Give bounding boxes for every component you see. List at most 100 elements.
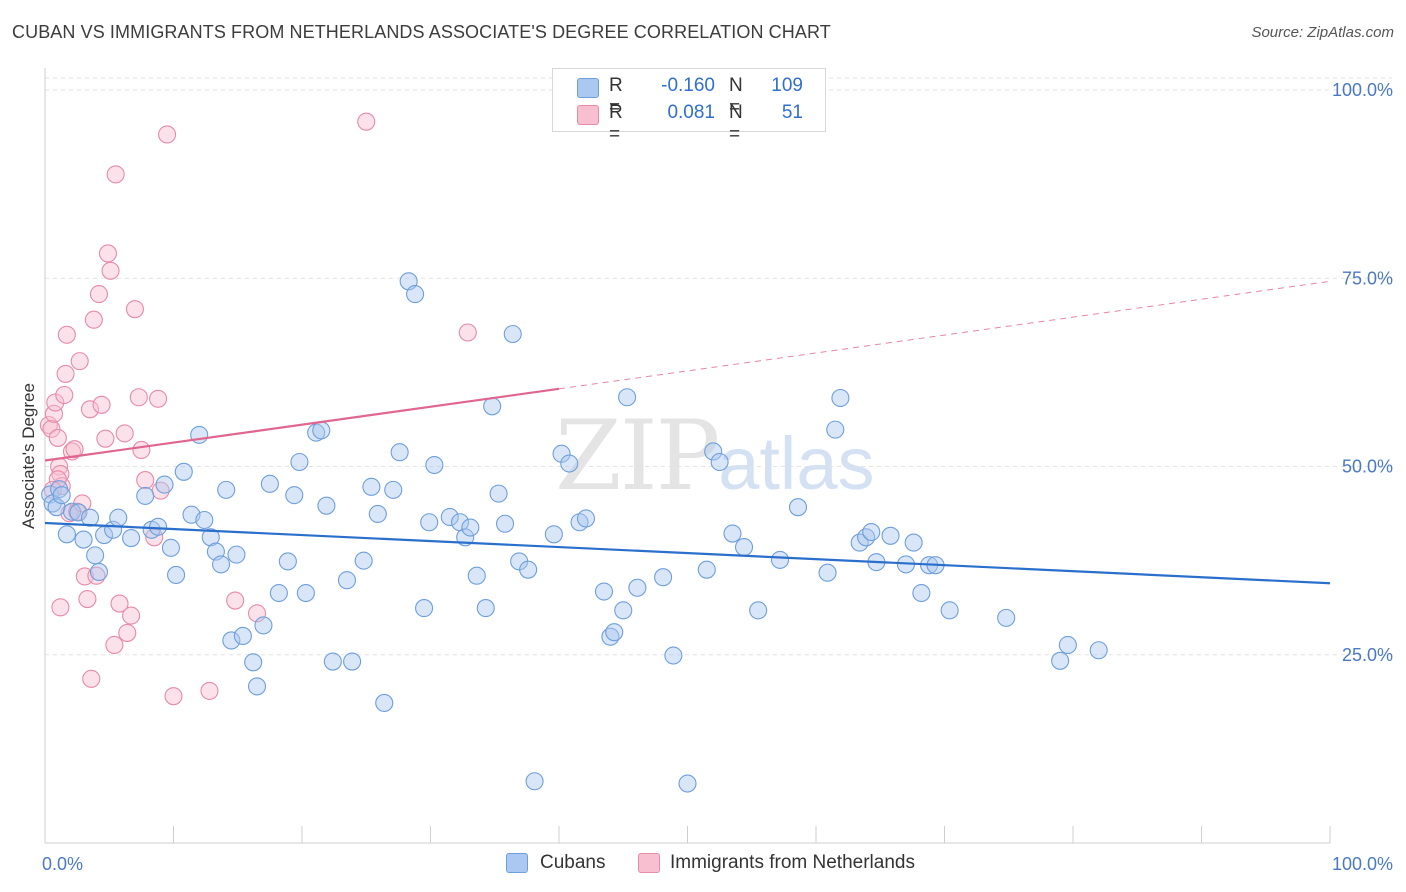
legend-n-label: N =	[729, 75, 743, 118]
data-point	[211, 555, 231, 574]
data-point	[461, 518, 480, 537]
data-point	[269, 583, 288, 603]
legend-r-value: 0.081	[667, 102, 715, 123]
data-point	[317, 496, 336, 515]
data-point	[57, 325, 76, 344]
data-point	[997, 608, 1016, 627]
y-tick-label: 50.0%	[1342, 457, 1393, 477]
data-point	[106, 165, 125, 184]
data-point	[1089, 641, 1108, 660]
legend-swatch-netherlands	[577, 105, 599, 125]
data-point	[69, 503, 88, 522]
data-point	[89, 562, 109, 581]
data-point	[489, 484, 508, 503]
data-point	[425, 455, 444, 475]
data-point	[415, 599, 434, 618]
data-point	[136, 471, 155, 490]
data-point	[247, 677, 267, 696]
data-point	[118, 623, 137, 642]
data-point	[1058, 635, 1077, 655]
watermark-zip: ZIP	[555, 400, 720, 512]
data-point	[605, 623, 624, 642]
data-point	[136, 486, 155, 505]
data-point	[98, 244, 118, 263]
trend-line-netherlands-extension	[558, 280, 1331, 390]
data-point	[614, 601, 633, 620]
tick-labels: 25.0% 50.0% 75.0% 100.0% 0.0% 100.0%	[42, 80, 1393, 874]
data-point	[226, 591, 245, 610]
data-point	[704, 442, 723, 461]
legend-n-value: 109	[771, 75, 803, 96]
data-point	[357, 112, 376, 131]
data-point	[818, 563, 837, 582]
data-point	[80, 400, 100, 419]
data-point	[65, 440, 84, 459]
data-point	[390, 443, 409, 462]
legend-n-value: 51	[781, 102, 803, 123]
data-point	[70, 352, 89, 371]
data-point	[940, 601, 959, 620]
data-point	[881, 526, 900, 545]
legend-r-value: -0.160	[661, 75, 715, 96]
bottom-legend-label-netherlands: Immigrants from Netherlands	[670, 852, 915, 873]
data-point	[82, 669, 101, 688]
data-point	[195, 510, 214, 530]
data-point	[86, 546, 105, 565]
bottom-legend-label-cubans: Cubans	[540, 852, 606, 873]
legend-swatch-cubans	[577, 78, 599, 98]
y-tick-label: 25.0%	[1342, 645, 1393, 665]
data-point	[96, 429, 115, 448]
data-point	[227, 545, 246, 564]
legend-r-label: R =	[609, 102, 623, 145]
data-point	[362, 477, 381, 496]
data-point	[476, 599, 495, 618]
source-credit: Source: ZipAtlas.com	[1251, 24, 1394, 41]
trend-line-cubans	[44, 521, 1331, 585]
data-point	[78, 589, 97, 609]
x-tick-label: 0.0%	[42, 854, 83, 874]
data-point	[42, 419, 61, 438]
data-point	[503, 324, 522, 344]
data-point	[285, 486, 304, 505]
data-point	[458, 323, 477, 342]
data-point	[710, 452, 729, 472]
bottom-legend-swatch-cubans	[506, 853, 528, 873]
data-point	[467, 566, 486, 585]
data-point	[826, 420, 845, 439]
data-point	[164, 687, 183, 706]
y-axis-label: Associate's Degree	[19, 383, 38, 529]
stats-legend: R = -0.160 N = 109 R = 0.081 N = 51	[552, 68, 826, 145]
data-point	[406, 285, 425, 304]
data-point	[109, 508, 128, 527]
data-point	[84, 310, 103, 329]
data-point	[115, 424, 134, 443]
series-cubans-points	[41, 272, 1108, 793]
data-point	[254, 616, 273, 635]
data-point	[749, 601, 768, 620]
data-point	[594, 582, 614, 601]
data-point	[158, 125, 177, 144]
data-point	[244, 653, 263, 672]
data-point	[576, 509, 596, 528]
data-point	[122, 606, 141, 625]
data-point	[337, 571, 357, 590]
data-point	[55, 385, 74, 405]
data-point	[912, 583, 931, 603]
data-point	[260, 474, 279, 493]
legend-n-label: N =	[729, 102, 743, 145]
data-point	[217, 480, 236, 499]
data-point	[552, 444, 571, 463]
x-tick-label: 100.0%	[1332, 854, 1393, 874]
data-point	[519, 560, 538, 579]
data-point	[233, 626, 252, 645]
data-point	[62, 502, 82, 521]
data-point	[167, 565, 186, 585]
data-point	[375, 693, 394, 713]
data-point	[654, 568, 673, 587]
watermark: ZIPatlas	[555, 400, 875, 512]
trend-lines	[44, 280, 1331, 585]
data-point	[368, 504, 387, 524]
data-point	[628, 578, 647, 597]
data-point	[201, 528, 220, 547]
